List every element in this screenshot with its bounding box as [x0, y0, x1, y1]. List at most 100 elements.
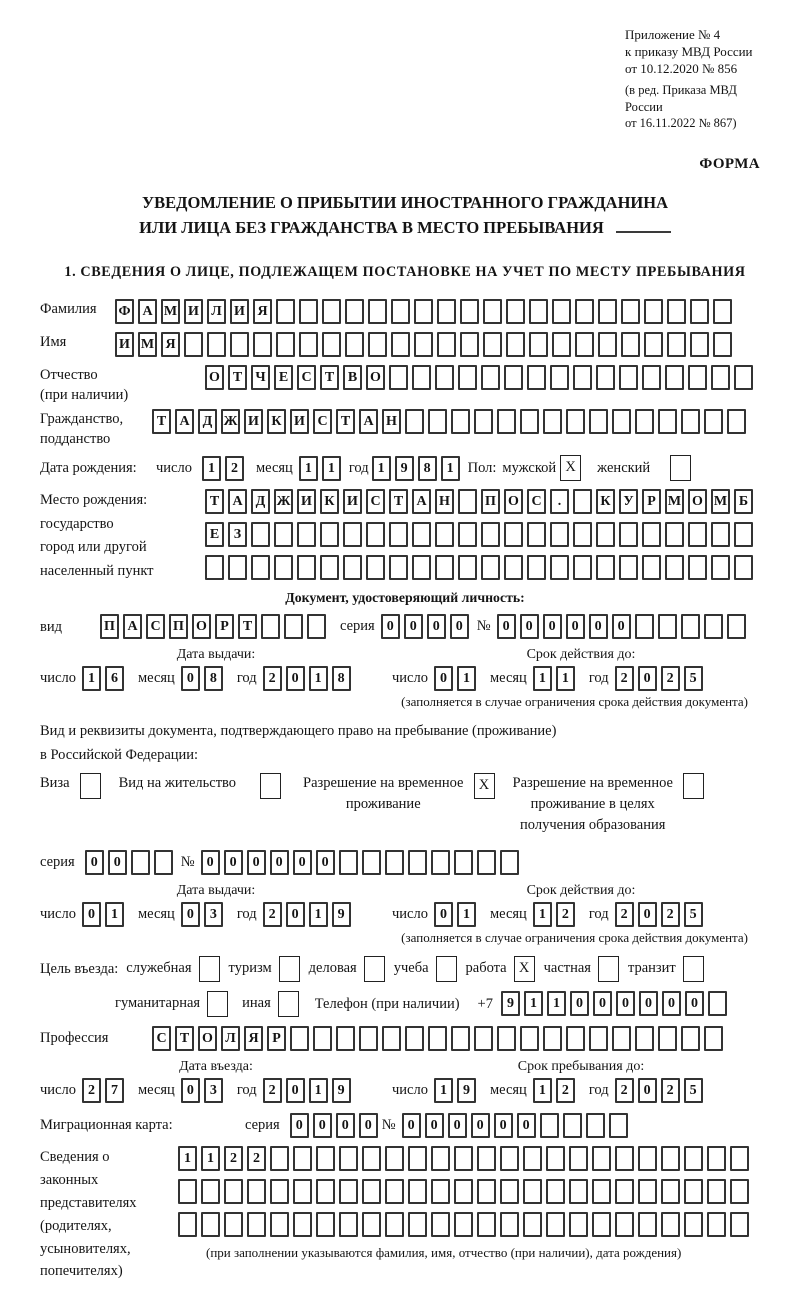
char-cell[interactable] — [408, 1145, 427, 1171]
char-cell[interactable] — [435, 522, 454, 548]
char-cell[interactable] — [681, 1025, 700, 1051]
char-cell[interactable] — [153, 849, 173, 875]
char-cell[interactable]: А — [228, 489, 247, 515]
char-cell[interactable]: М — [161, 299, 180, 325]
char-cell[interactable]: 1 — [178, 1145, 197, 1171]
char-cell[interactable] — [385, 1145, 404, 1171]
char-cell[interactable] — [481, 522, 500, 548]
sex-male-checkbox[interactable]: X — [560, 455, 582, 482]
char-cell[interactable] — [384, 849, 404, 875]
char-cell[interactable] — [428, 409, 447, 435]
char-cell[interactable] — [414, 332, 433, 358]
char-cell[interactable] — [276, 332, 295, 358]
char-cell[interactable] — [638, 1178, 657, 1204]
char-cell[interactable]: 2 — [262, 666, 282, 692]
char-cell[interactable]: 0 — [592, 991, 612, 1017]
char-cell[interactable] — [707, 1211, 726, 1237]
char-cell[interactable] — [454, 1211, 473, 1237]
char-cell[interactable]: 1 — [532, 1077, 552, 1103]
char-cell[interactable] — [435, 365, 454, 391]
char-cell[interactable]: 0 — [401, 1112, 421, 1138]
char-cell[interactable] — [338, 849, 358, 875]
char-cell[interactable]: А — [123, 614, 142, 640]
temp-residence-checkbox[interactable]: X — [473, 772, 495, 799]
char-cell[interactable]: 0 — [542, 614, 562, 640]
char-cell[interactable] — [707, 991, 727, 1017]
char-cell[interactable]: 0 — [285, 1077, 305, 1103]
char-cell[interactable] — [680, 614, 700, 640]
char-cell[interactable] — [667, 299, 686, 325]
char-cell[interactable]: О — [366, 365, 385, 391]
char-cell[interactable]: 8 — [331, 666, 351, 692]
char-cell[interactable] — [642, 365, 661, 391]
char-cell[interactable]: М — [138, 332, 157, 358]
char-cell[interactable] — [408, 1178, 427, 1204]
char-cell[interactable] — [619, 522, 638, 548]
char-cell[interactable]: А — [412, 489, 431, 515]
char-cell[interactable] — [412, 555, 431, 581]
char-cell[interactable]: 1 — [440, 455, 460, 481]
char-cell[interactable]: 2 — [660, 901, 680, 927]
char-cell[interactable] — [391, 299, 410, 325]
char-cell[interactable]: 6 — [104, 666, 124, 692]
char-cell[interactable]: 1 — [298, 455, 318, 481]
purpose-study-checkbox[interactable] — [435, 955, 457, 982]
char-cell[interactable] — [619, 555, 638, 581]
char-cell[interactable]: О — [205, 365, 224, 391]
char-cell[interactable]: 5 — [683, 666, 703, 692]
char-cell[interactable] — [483, 332, 502, 358]
char-cell[interactable] — [527, 522, 546, 548]
char-cell[interactable] — [665, 365, 684, 391]
char-cell[interactable]: 0 — [285, 901, 305, 927]
char-cell[interactable] — [454, 1178, 473, 1204]
char-cell[interactable]: 0 — [433, 666, 453, 692]
char-cell[interactable]: 2 — [660, 1077, 680, 1103]
char-cell[interactable] — [585, 1112, 605, 1138]
char-cell[interactable] — [596, 365, 615, 391]
char-cell[interactable] — [412, 522, 431, 548]
char-cell[interactable] — [500, 1145, 519, 1171]
char-cell[interactable] — [550, 365, 569, 391]
char-cell[interactable] — [684, 1178, 703, 1204]
char-cell[interactable] — [690, 299, 709, 325]
char-cell[interactable] — [688, 555, 707, 581]
char-cell[interactable] — [506, 332, 525, 358]
char-cell[interactable] — [366, 555, 385, 581]
char-cell[interactable]: 1 — [433, 1077, 453, 1103]
char-cell[interactable]: 0 — [312, 1112, 332, 1138]
char-cell[interactable] — [658, 409, 677, 435]
char-cell[interactable]: П — [481, 489, 500, 515]
char-cell[interactable] — [681, 409, 700, 435]
char-cell[interactable]: 0 — [611, 614, 631, 640]
char-cell[interactable] — [451, 1025, 470, 1051]
char-cell[interactable]: 1 — [456, 901, 476, 927]
char-cell[interactable] — [552, 332, 571, 358]
char-cell[interactable] — [453, 849, 473, 875]
char-cell[interactable]: 1 — [532, 901, 552, 927]
char-cell[interactable]: 2 — [614, 901, 634, 927]
char-cell[interactable]: М — [665, 489, 684, 515]
char-cell[interactable]: 5 — [683, 1077, 703, 1103]
char-cell[interactable] — [343, 555, 362, 581]
char-cell[interactable] — [703, 614, 723, 640]
char-cell[interactable]: 1 — [371, 455, 391, 481]
char-cell[interactable] — [345, 299, 364, 325]
char-cell[interactable] — [734, 555, 753, 581]
char-cell[interactable]: 0 — [470, 1112, 490, 1138]
char-cell[interactable] — [451, 409, 470, 435]
char-cell[interactable] — [293, 1211, 312, 1237]
char-cell[interactable] — [500, 1178, 519, 1204]
char-cell[interactable] — [368, 299, 387, 325]
char-cell[interactable] — [481, 555, 500, 581]
char-cell[interactable] — [539, 1112, 559, 1138]
char-cell[interactable] — [504, 555, 523, 581]
char-cell[interactable] — [497, 1025, 516, 1051]
char-cell[interactable] — [500, 1211, 519, 1237]
char-cell[interactable] — [730, 1178, 749, 1204]
char-cell[interactable]: М — [711, 489, 730, 515]
char-cell[interactable]: 0 — [519, 614, 539, 640]
char-cell[interactable] — [290, 1025, 309, 1051]
char-cell[interactable] — [634, 614, 654, 640]
char-cell[interactable]: У — [619, 489, 638, 515]
char-cell[interactable] — [477, 1145, 496, 1171]
